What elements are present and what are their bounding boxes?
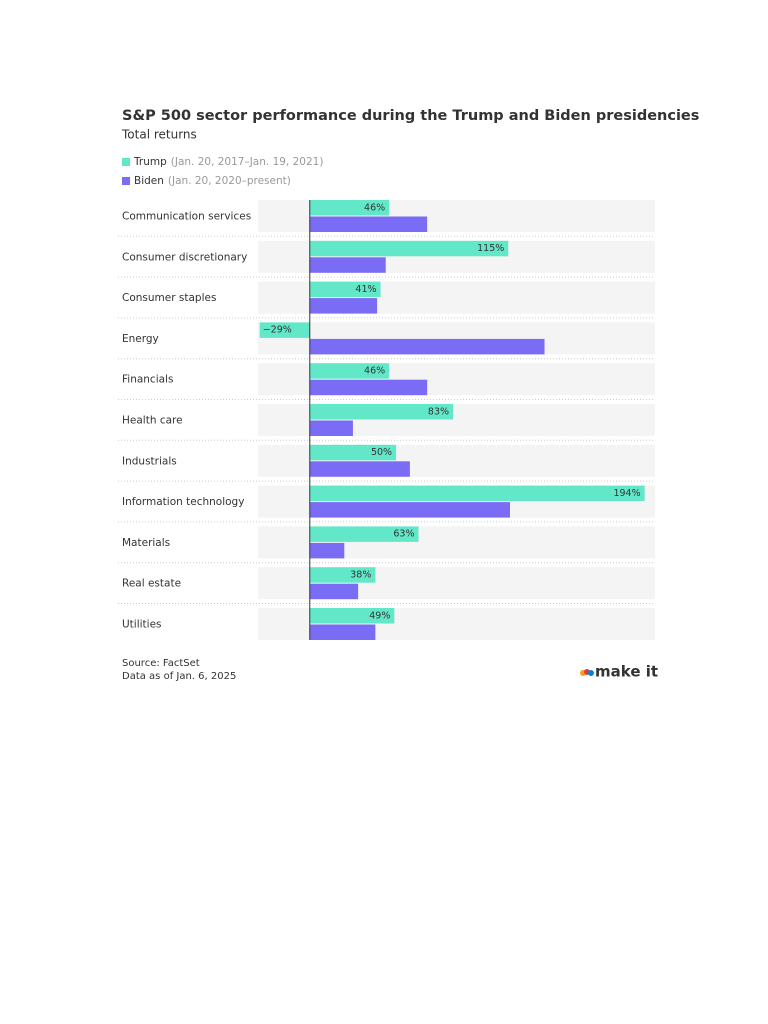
bar — [309, 542, 345, 559]
value-label: 115% — [477, 243, 504, 254]
bar — [309, 526, 419, 542]
legend-name: Trump — [133, 156, 167, 168]
note: Data as of Jan. 6, 2025 — [122, 671, 236, 682]
legend-period: (Jan. 20, 2020–present) — [168, 175, 291, 187]
bar — [309, 404, 454, 420]
category-label: Consumer discretionary — [122, 251, 247, 263]
bar — [259, 322, 310, 338]
category-label: Real estate — [122, 578, 181, 590]
value-label: 63% — [393, 529, 414, 540]
legend-name: Biden — [134, 175, 164, 187]
value-label: −29% — [263, 325, 292, 336]
source: Source: FactSet — [122, 658, 200, 669]
category-label: Health care — [122, 415, 183, 427]
value-label: 41% — [355, 284, 376, 295]
legend-label: Trump (Jan. 20, 2017–Jan. 19, 2021) — [133, 156, 323, 168]
value-label: 38% — [350, 569, 371, 580]
legend-label: Biden (Jan. 20, 2020–present) — [134, 175, 291, 187]
category-label: Energy — [122, 333, 159, 345]
logo-icon — [580, 669, 594, 676]
bar — [309, 444, 397, 461]
bar — [309, 281, 381, 298]
value-label: 194% — [613, 488, 640, 499]
bar — [309, 624, 376, 640]
legend-period: (Jan. 20, 2017–Jan. 19, 2021) — [171, 156, 324, 168]
category-label: Financials — [122, 374, 173, 386]
category-label: Communication services — [122, 211, 251, 223]
category-label: Industrials — [122, 455, 177, 467]
bar — [309, 363, 390, 379]
bar — [309, 608, 395, 624]
bar — [309, 461, 410, 477]
category-label: Consumer staples — [122, 292, 216, 304]
category-label: Information technology — [122, 496, 244, 508]
chart-subtitle: Total returns — [121, 128, 197, 142]
bar — [309, 420, 353, 436]
bar — [309, 583, 359, 600]
bar — [309, 379, 428, 396]
bar — [309, 502, 511, 518]
bar — [309, 200, 390, 216]
value-label: 46% — [364, 202, 385, 213]
value-label: 83% — [428, 406, 449, 417]
category-label: Utilities — [122, 619, 162, 631]
value-label: 49% — [369, 610, 390, 621]
legend-swatch — [122, 158, 130, 166]
value-label: 46% — [364, 365, 385, 376]
bar — [309, 298, 378, 314]
bar — [309, 338, 545, 355]
value-label: 50% — [371, 447, 392, 458]
chart-title: S&P 500 sector performance during the Tr… — [122, 108, 699, 124]
bar — [309, 567, 376, 583]
bar — [309, 240, 509, 257]
legend-swatch — [122, 177, 130, 185]
bar — [309, 485, 645, 502]
category-label: Materials — [122, 537, 170, 549]
logo: make it — [595, 663, 658, 681]
bar — [309, 216, 428, 232]
bar — [309, 257, 386, 273]
